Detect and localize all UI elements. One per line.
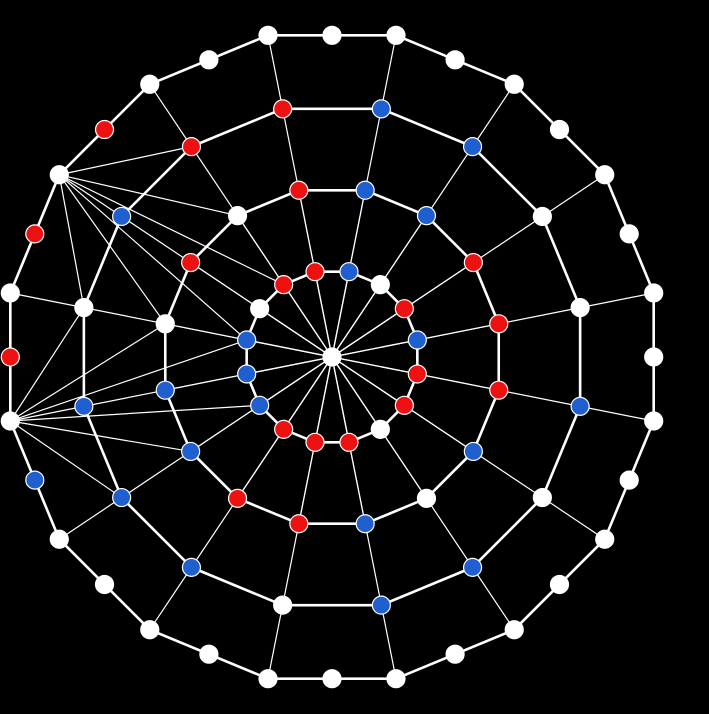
graph-node — [274, 100, 292, 118]
graph-node — [182, 138, 200, 156]
graph-node — [251, 300, 269, 318]
graph-node — [1, 348, 19, 366]
graph-node — [141, 75, 159, 93]
graph-node — [50, 166, 68, 184]
graph-node — [408, 331, 426, 349]
graph-node — [533, 489, 551, 507]
network-graph — [0, 0, 709, 714]
graph-node — [596, 530, 614, 548]
graph-node — [306, 263, 324, 281]
graph-node — [229, 489, 247, 507]
graph-node — [550, 121, 568, 139]
graph-node — [238, 331, 256, 349]
graph-node — [387, 26, 405, 44]
graph-node — [229, 207, 247, 225]
graph-node — [275, 276, 293, 294]
graph-node — [356, 515, 374, 533]
graph-node — [550, 575, 568, 593]
graph-node — [156, 315, 174, 333]
graph-node — [417, 489, 435, 507]
graph-node — [323, 670, 341, 688]
graph-node — [387, 670, 405, 688]
graph-node — [75, 299, 93, 317]
graph-node — [259, 26, 277, 44]
graph-node — [533, 207, 551, 225]
graph-node — [1, 284, 19, 302]
graph-node — [182, 254, 200, 272]
graph-node — [1, 412, 19, 430]
graph-node — [251, 396, 269, 414]
graph-node — [340, 263, 358, 281]
graph-node — [323, 348, 341, 366]
graph-node — [490, 315, 508, 333]
graph-node — [464, 442, 482, 460]
graph-node — [446, 51, 464, 69]
graph-node — [113, 489, 131, 507]
graph-node — [356, 181, 374, 199]
graph-node — [417, 207, 435, 225]
graph-node — [340, 433, 358, 451]
graph-node — [306, 433, 324, 451]
graph-node — [464, 254, 482, 272]
graph-node — [620, 225, 638, 243]
graph-node — [464, 138, 482, 156]
graph-node — [645, 348, 663, 366]
graph-node — [395, 300, 413, 318]
graph-node — [371, 276, 389, 294]
graph-node — [490, 381, 508, 399]
graph-node — [645, 284, 663, 302]
graph-node — [446, 645, 464, 663]
graph-node — [464, 558, 482, 576]
graph-node — [372, 100, 390, 118]
graph-node — [259, 670, 277, 688]
graph-node — [274, 596, 292, 614]
graph-node — [323, 26, 341, 44]
graph-node — [596, 166, 614, 184]
graph-node — [395, 396, 413, 414]
graph-node — [182, 558, 200, 576]
graph-node — [371, 420, 389, 438]
graph-node — [408, 365, 426, 383]
graph-node — [200, 51, 218, 69]
graph-node — [50, 530, 68, 548]
graph-node — [275, 420, 293, 438]
graph-node — [571, 299, 589, 317]
graph-node — [505, 621, 523, 639]
graph-node — [96, 575, 114, 593]
graph-node — [26, 225, 44, 243]
graph-node — [290, 515, 308, 533]
graph-node — [290, 181, 308, 199]
graph-node — [372, 596, 390, 614]
graph-node — [200, 645, 218, 663]
graph-node — [75, 397, 93, 415]
graph-node — [620, 471, 638, 489]
graph-node — [505, 75, 523, 93]
graph-node — [156, 381, 174, 399]
graph-node — [141, 621, 159, 639]
graph-node — [182, 442, 200, 460]
graph-node — [26, 471, 44, 489]
graph-node — [645, 412, 663, 430]
graph-node — [571, 397, 589, 415]
graph-node — [238, 365, 256, 383]
graph-node — [96, 121, 114, 139]
graph-node — [113, 207, 131, 225]
